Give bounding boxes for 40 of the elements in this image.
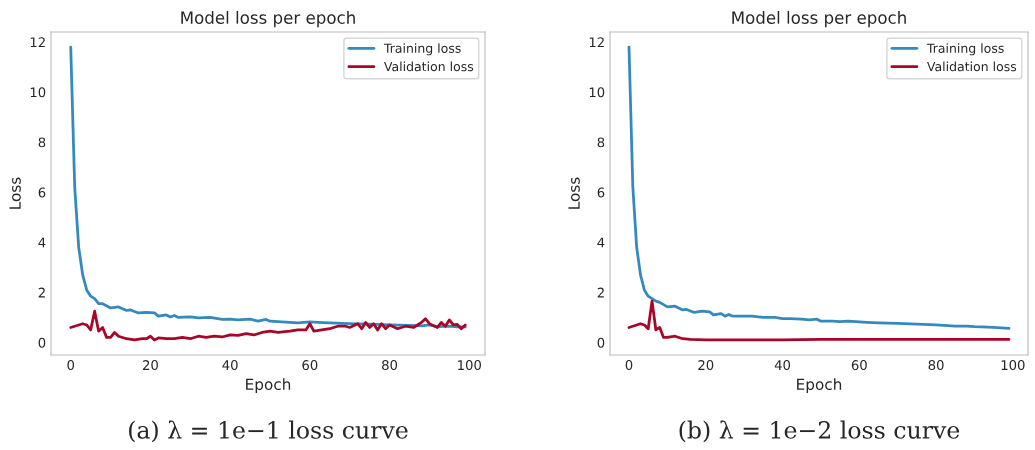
x-tick-label: 100 xyxy=(1001,360,1025,371)
text: (a) λ = 1e−1 loss curve xyxy=(129,420,408,443)
y-tick-label: 10 xyxy=(30,87,46,98)
x-tick-label: 80 xyxy=(382,360,398,371)
x-tick-label: 40 xyxy=(774,360,791,371)
legend-label: Training loss xyxy=(383,43,461,56)
line-series xyxy=(69,309,467,342)
x-tick-label: 40 xyxy=(222,360,238,371)
y-axis-title: Loss xyxy=(9,177,21,209)
y-tick-label: 8 xyxy=(597,137,605,148)
y-tick-label: 10 xyxy=(589,87,605,98)
legend-label: Validation loss xyxy=(927,61,1017,72)
y-tick-label: 2 xyxy=(597,287,604,298)
x-axis-title: Epoch xyxy=(797,378,842,393)
y-tick-label: 0 xyxy=(38,337,46,348)
y-tick-label: 8 xyxy=(38,137,46,148)
y-tick-label: 12 xyxy=(30,37,45,48)
text: (b) λ = 1e−2 loss curve xyxy=(679,420,960,443)
x-tick-label: 20 xyxy=(143,360,158,371)
legend-label: Validation loss xyxy=(384,61,474,72)
y-tick-label: 12 xyxy=(589,37,604,48)
y-tick-label: 4 xyxy=(38,237,46,248)
y-tick-label: 4 xyxy=(597,237,605,248)
chart-title: Model loss per epoch xyxy=(181,11,355,28)
y-axis-title: Loss xyxy=(568,177,580,209)
y-tick-label: 6 xyxy=(597,187,605,198)
x-tick-label: 60 xyxy=(851,360,867,371)
y-tick-label: 6 xyxy=(38,187,46,198)
x-tick-label: 20 xyxy=(698,360,714,371)
y-tick-label: 0 xyxy=(597,337,605,348)
y-tick-label: 2 xyxy=(38,287,45,298)
x-tick-label: 100 xyxy=(458,360,481,371)
legend-label: Training loss xyxy=(926,43,1004,56)
x-tick-label: 80 xyxy=(928,360,944,371)
x-tick-label: 60 xyxy=(302,360,318,371)
x-axis-title: Epoch xyxy=(246,378,291,393)
x-tick-label: 0 xyxy=(625,360,633,371)
x-tick-label: 0 xyxy=(67,360,75,371)
line-series xyxy=(627,299,1011,342)
chart-title: Model loss per epoch xyxy=(732,11,906,28)
